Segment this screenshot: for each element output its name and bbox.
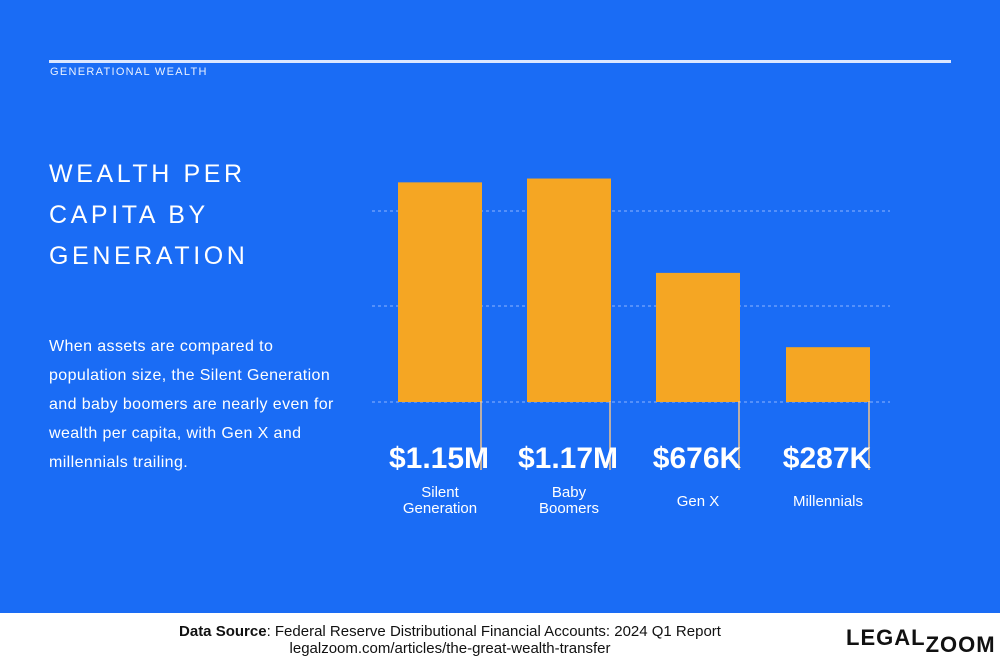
section-label: GENERATIONAL WEALTH [50,66,208,78]
bar-2 [656,272,740,402]
category-label-0-line-1: Silent [421,484,459,501]
title-line-3: GENERATION [49,242,249,270]
source-citation: Data Source: Federal Reserve Distributio… [0,623,900,640]
category-label-1-line-2: Boomers [539,500,599,517]
category-label-1-line-1: Baby [552,484,587,501]
source-label: Data Source [179,623,267,640]
category-label-0-line-2: Generation [403,500,477,517]
bar-0 [398,182,482,402]
title-line-2: CAPITA BY [49,201,209,229]
bars [398,178,870,402]
logo-legal: LEGAL [846,625,926,650]
description-text: When assets are compared to population s… [49,338,334,471]
category-label-2: Gen X [677,493,720,510]
legalzoom-logo: LEGALZOOM [846,625,996,657]
chart-title: WEALTH PER CAPITA BY GENERATION [49,154,339,277]
leader-lines [480,401,870,470]
infographic-panel: GENERATIONAL WEALTH WEALTH PER CAPITA BY… [0,0,1000,613]
category-label-3: Millennials [793,493,863,510]
logo-zoom: ZOOM [925,632,996,657]
bar-1 [527,178,611,402]
source-url: legalzoom.com/articles/the-great-wealth-… [289,640,611,657]
source-text: : Federal Reserve Distributional Financi… [266,623,721,640]
title-line-1: WEALTH PER [49,160,246,188]
data-label-2: $676K [653,442,742,475]
footer: Data Source: Federal Reserve Distributio… [0,613,1000,667]
bar-3 [786,347,870,402]
data-label-3: $287K [783,442,872,475]
top-divider [49,60,951,63]
data-label-1: $1.17M [518,442,618,475]
data-label-0: $1.15M [389,442,489,475]
